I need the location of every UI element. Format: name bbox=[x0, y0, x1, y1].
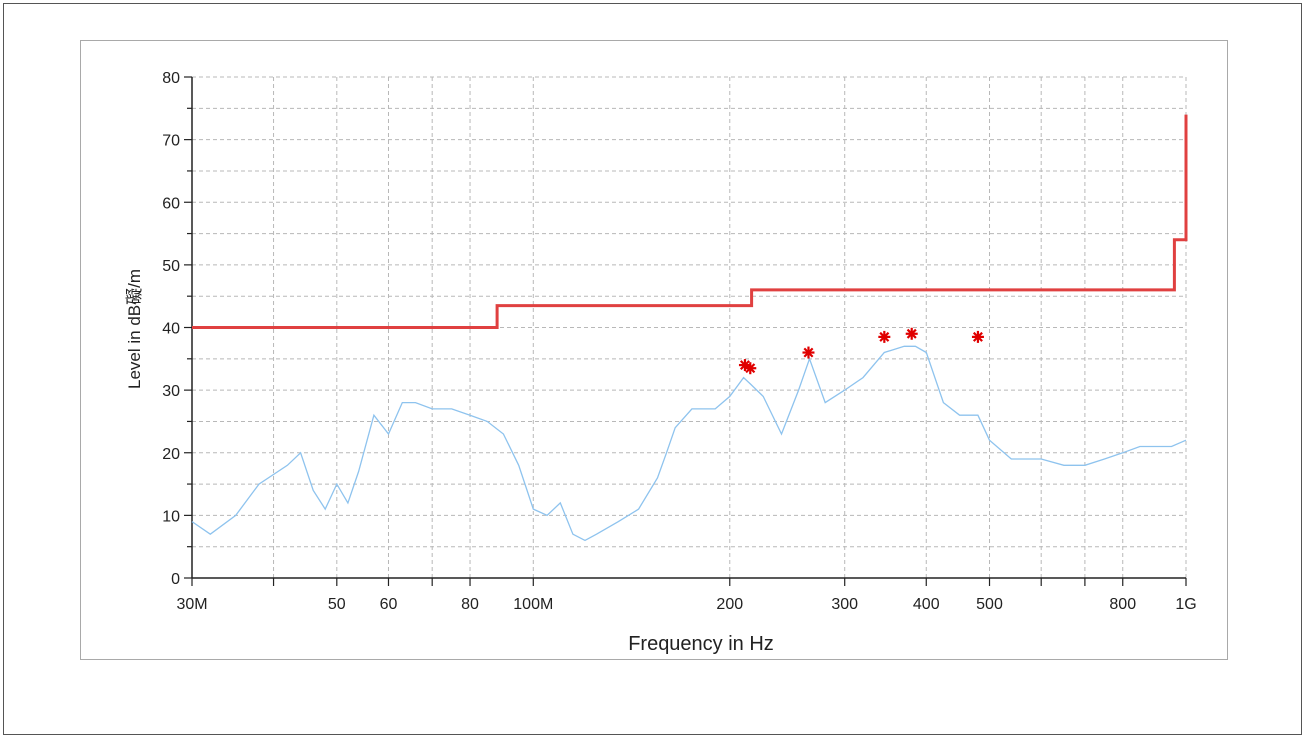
y-tick-label: 70 bbox=[162, 133, 180, 150]
x-tick-label: 400 bbox=[913, 596, 940, 613]
series bbox=[191, 114, 1188, 542]
y-tick-label: 10 bbox=[162, 508, 180, 525]
chart-panel: 0 10 20 30 40 50 60 70 80 30M 50 60 80 100M 200 300 400 5… bbox=[80, 40, 1228, 660]
x-tick-label: 100M bbox=[513, 596, 553, 613]
y-tick-label: 40 bbox=[162, 321, 180, 338]
x-tick-label: 200 bbox=[716, 596, 743, 613]
limit-line bbox=[192, 114, 1188, 329]
y-tick-label: 20 bbox=[162, 446, 180, 463]
x-tick-label: 1G bbox=[1175, 596, 1196, 613]
y-tick-label: 60 bbox=[162, 195, 180, 212]
peak-marker bbox=[905, 327, 918, 340]
y-tick-label: 30 bbox=[162, 383, 180, 400]
y-axis-title: Level in dB礙/m bbox=[125, 269, 144, 389]
peak-marker bbox=[878, 330, 891, 343]
measurement-trace bbox=[191, 345, 1187, 542]
x-tick-label: 60 bbox=[380, 596, 398, 613]
peak-marker bbox=[971, 330, 984, 343]
x-tick-label: 80 bbox=[461, 596, 479, 613]
marker-stroke bbox=[972, 331, 983, 342]
marker-stroke bbox=[739, 360, 750, 371]
peak-marker bbox=[744, 362, 757, 375]
x-tick-label: 50 bbox=[328, 596, 346, 613]
x-tick-label: 30M bbox=[176, 596, 207, 613]
marker-stroke bbox=[803, 347, 814, 358]
peak-marker bbox=[802, 346, 815, 359]
marker-stroke bbox=[879, 331, 890, 342]
axes: 0 10 20 30 40 50 60 70 80 30M 50 60 80 100M 200 300 400 5… bbox=[162, 70, 1196, 613]
grid bbox=[192, 76, 1187, 578]
marker-stroke bbox=[745, 363, 756, 374]
x-tick-label: 800 bbox=[1109, 596, 1136, 613]
y-tick-label: 50 bbox=[162, 258, 180, 275]
y-tick-label: 80 bbox=[162, 70, 180, 87]
emission-chart: 0 10 20 30 40 50 60 70 80 30M 50 60 80 100M 200 300 400 5… bbox=[125, 70, 1197, 655]
x-tick-label: 500 bbox=[976, 596, 1003, 613]
x-tick-label: 300 bbox=[831, 596, 858, 613]
marker-stroke bbox=[906, 328, 917, 339]
y-tick-label: 0 bbox=[171, 571, 180, 588]
x-axis-title: Frequency in Hz bbox=[628, 633, 774, 655]
